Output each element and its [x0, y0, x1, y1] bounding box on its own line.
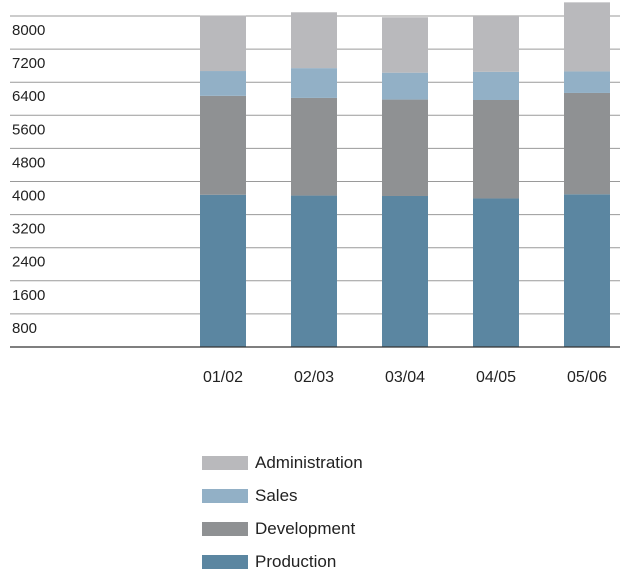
x-category-label: 01/02: [203, 369, 243, 386]
bar-segment-administration: [200, 15, 246, 72]
bar-segment-development: [382, 99, 428, 196]
y-tick-label: 4000: [12, 188, 45, 205]
legend: Administration Sales Development Production: [202, 446, 363, 578]
bar-segment-production: [200, 194, 246, 347]
x-category-label: 05/06: [567, 369, 607, 386]
bar-segment-administration: [291, 12, 337, 69]
x-category-label: 02/03: [294, 369, 334, 386]
legend-label: Development: [255, 518, 356, 538]
bar-segment-administration: [382, 17, 428, 73]
legend-item: Administration: [202, 446, 363, 479]
bar-segment-production: [473, 198, 519, 347]
legend-item: Production: [202, 545, 363, 578]
bar-segment-administration: [564, 2, 610, 72]
bar-segment-administration: [473, 16, 519, 72]
y-tick-label: 1600: [12, 287, 45, 304]
bar-segment-sales: [200, 71, 246, 96]
bar-segment-sales: [564, 71, 610, 93]
legend-swatch: [202, 554, 248, 569]
y-tick-label: 2400: [12, 254, 45, 271]
bar-segment-sales: [473, 71, 519, 100]
legend-label: Production: [255, 551, 337, 571]
legend-swatch: [202, 521, 248, 536]
legend-item: Development: [202, 512, 363, 545]
y-tick-label: 8000: [12, 22, 45, 39]
x-category-label: 04/05: [476, 369, 516, 386]
bar-segment-development: [473, 99, 519, 199]
bar-segment-production: [291, 195, 337, 347]
y-tick-label: 4800: [12, 154, 45, 171]
y-tick-label: 3200: [12, 221, 45, 238]
bar-segment-sales: [291, 68, 337, 98]
legend-label: Sales: [255, 485, 298, 505]
x-category-label: 03/04: [385, 369, 425, 386]
legend-item: Sales: [202, 479, 363, 512]
bar-segment-production: [564, 194, 610, 347]
bar-segment-production: [382, 195, 428, 347]
legend-swatch: [202, 488, 248, 503]
y-tick-label: 800: [12, 320, 37, 337]
stacked-bar-chart: 800 1600 2400 3200 4000 4800 5600 6400 7200 8000 0…: [10, 2, 620, 386]
y-tick-label: 6400: [12, 88, 45, 105]
bar-segment-development: [200, 95, 246, 195]
legend-swatch: [202, 455, 248, 470]
chart-area: 800 1600 2400 3200 4000 4800 5600 6400 7200 8000 0…: [10, 2, 620, 386]
bar-segment-development: [564, 92, 610, 195]
y-tick-label: 7200: [12, 55, 45, 72]
bar-segment-sales: [382, 72, 428, 100]
y-tick-label: 5600: [12, 121, 45, 138]
legend-label: Administration: [255, 452, 363, 472]
bar-segment-development: [291, 97, 337, 196]
